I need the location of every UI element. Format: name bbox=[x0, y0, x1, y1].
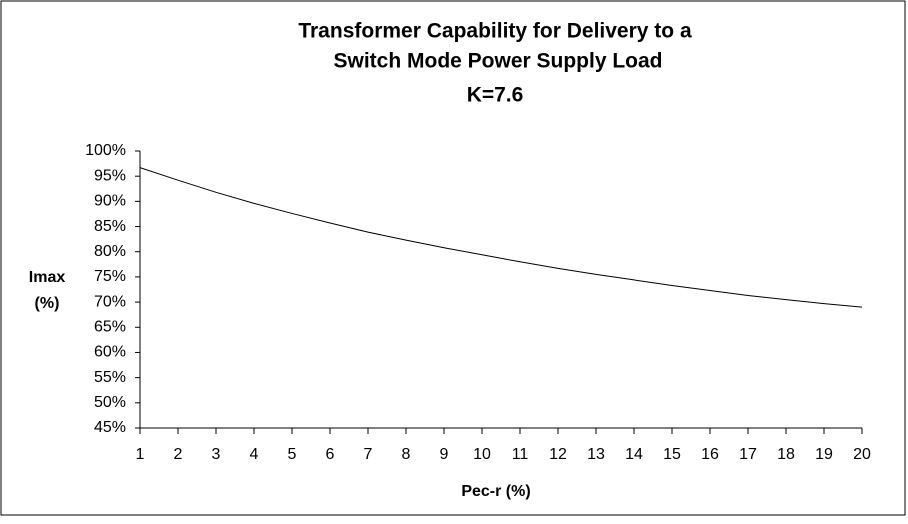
x-tick-label: 16 bbox=[701, 446, 719, 463]
x-tick-label: 10 bbox=[473, 446, 491, 463]
y-tick-label: 80% bbox=[94, 243, 126, 260]
y-tick-label: 50% bbox=[94, 394, 126, 411]
y-tick-label: 70% bbox=[94, 293, 126, 310]
x-tick-label: 20 bbox=[853, 446, 871, 463]
x-tick-label: 17 bbox=[739, 446, 757, 463]
x-tick-label: 15 bbox=[663, 446, 681, 463]
x-tick-label: 18 bbox=[777, 446, 795, 463]
x-tick-label: 6 bbox=[326, 446, 335, 463]
chart-title: Switch Mode Power Supply Load bbox=[333, 50, 662, 73]
y-tick-label: 100% bbox=[85, 142, 126, 159]
y-tick-label: 85% bbox=[94, 218, 126, 235]
x-tick-label: 2 bbox=[174, 446, 183, 463]
x-tick-label: 7 bbox=[364, 446, 373, 463]
y-tick-label: 60% bbox=[94, 344, 126, 361]
x-axis-label: Pec-r (%) bbox=[461, 483, 530, 500]
x-tick-label: 12 bbox=[549, 446, 567, 463]
y-tick-label: 75% bbox=[94, 268, 126, 285]
x-tick-label: 11 bbox=[512, 446, 529, 463]
x-tick-label: 1 bbox=[136, 446, 145, 463]
y-axis-label: Imax bbox=[29, 269, 66, 286]
x-tick-label: 14 bbox=[625, 446, 643, 463]
chart-title: K=7.6 bbox=[467, 84, 524, 107]
line-series bbox=[139, 167, 863, 308]
y-tick-label: 65% bbox=[94, 318, 126, 335]
y-tick-label: 90% bbox=[94, 193, 126, 210]
chart-title: Transformer Capability for Delivery to a bbox=[298, 20, 692, 43]
x-tick-label: 4 bbox=[250, 446, 259, 463]
x-tick-label: 8 bbox=[402, 446, 411, 463]
x-tick-label: 5 bbox=[288, 446, 297, 463]
x-tick-label: 3 bbox=[212, 446, 221, 463]
x-tick-label: 19 bbox=[815, 446, 833, 463]
y-tick-label: 45% bbox=[94, 419, 126, 436]
x-tick-label: 13 bbox=[587, 446, 605, 463]
x-tick-label: 9 bbox=[440, 446, 449, 463]
y-tick-label: 95% bbox=[94, 167, 126, 184]
y-axis-label: (%) bbox=[35, 295, 60, 312]
y-tick-label: 55% bbox=[94, 369, 126, 386]
